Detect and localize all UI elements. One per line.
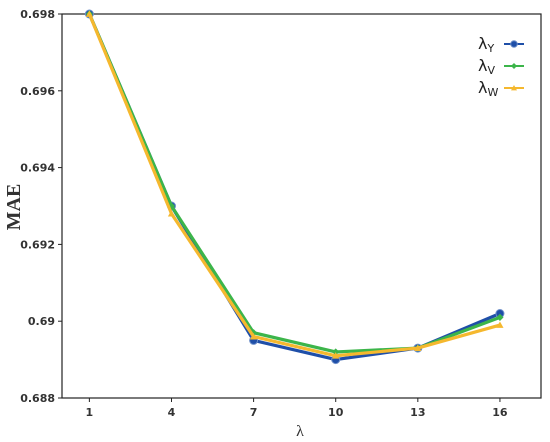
data-point bbox=[167, 210, 176, 217]
y-tick-label: 0.69 bbox=[28, 315, 55, 328]
x-tick-label: 16 bbox=[492, 406, 508, 419]
y-tick-label: 0.688 bbox=[20, 392, 55, 405]
series-line bbox=[87, 12, 502, 362]
y-axis-title: MAE bbox=[3, 184, 25, 231]
legend-label: λV bbox=[478, 56, 495, 77]
x-tick-label: 1 bbox=[86, 406, 94, 419]
plot-area bbox=[61, 13, 542, 399]
x-axis-title: λ bbox=[296, 423, 304, 440]
plot-frame bbox=[61, 13, 542, 399]
legend-item: λW bbox=[478, 78, 524, 99]
data-point bbox=[250, 329, 258, 337]
y-tick-label: 0.694 bbox=[20, 162, 55, 175]
x-tick-label: 10 bbox=[328, 406, 344, 419]
series-layer bbox=[84, 9, 505, 365]
legend-marker bbox=[511, 63, 517, 69]
series-line bbox=[87, 12, 502, 354]
y-tick-label: 0.698 bbox=[20, 8, 55, 21]
legend-marker bbox=[511, 85, 517, 91]
y-tick-label: 0.692 bbox=[20, 238, 55, 251]
data-point bbox=[496, 313, 504, 321]
series-line bbox=[87, 12, 502, 358]
data-point bbox=[332, 352, 340, 359]
legend-item: λY bbox=[478, 34, 524, 55]
series-1 bbox=[84, 9, 505, 365]
y-axis-ticks: 0.688 0.69 0.692 0.694 0.696 0.698 bbox=[20, 8, 62, 405]
x-tick-label: 7 bbox=[250, 406, 258, 419]
data-point bbox=[250, 332, 258, 340]
x-tick-label: 4 bbox=[168, 406, 176, 419]
legend-label: λW bbox=[478, 78, 498, 99]
series-3 bbox=[85, 10, 504, 359]
x-axis-ticks: 1 4 7 10 13 16 bbox=[86, 398, 508, 419]
y-tick-label: 0.696 bbox=[20, 85, 55, 98]
series-2 bbox=[85, 10, 504, 356]
data-point bbox=[85, 10, 93, 17]
data-point bbox=[496, 321, 504, 328]
legend-item: λV bbox=[478, 56, 524, 77]
legend-marker bbox=[510, 40, 518, 48]
legend-label: λY bbox=[478, 34, 494, 55]
data-point bbox=[414, 344, 422, 351]
x-tick-label: 13 bbox=[410, 406, 425, 419]
